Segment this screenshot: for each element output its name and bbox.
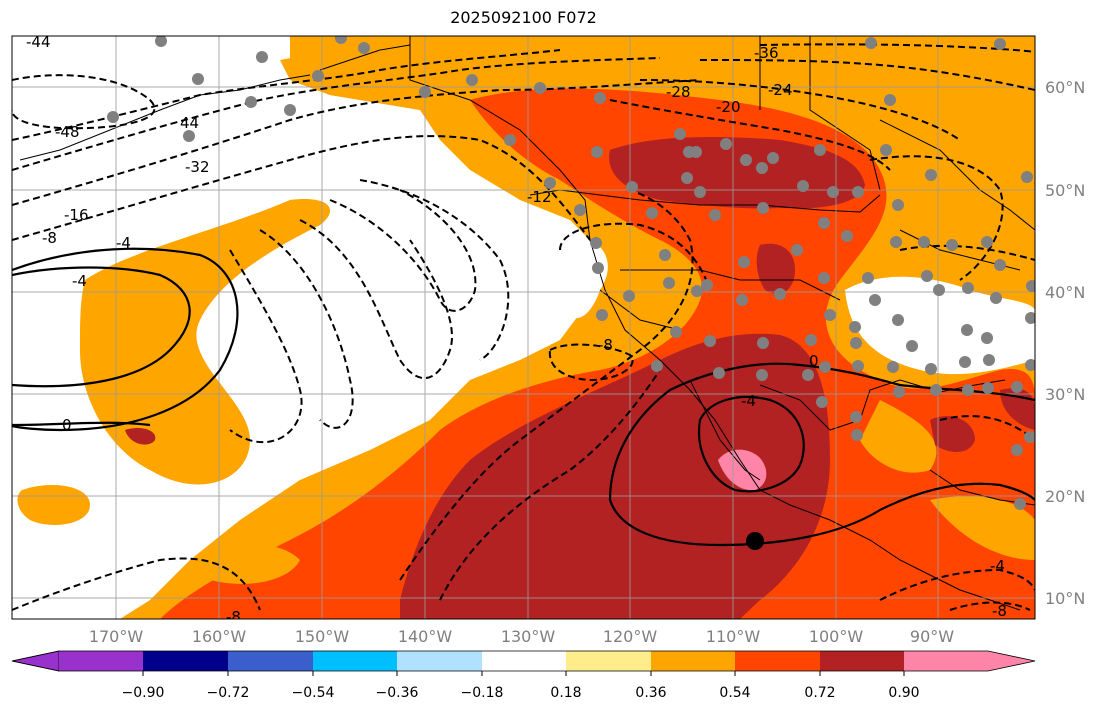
lon-label: 100°W xyxy=(809,627,864,646)
contour-label: -48 xyxy=(55,123,80,141)
shading-orange-inner xyxy=(200,400,1035,584)
lon-label: 90°W xyxy=(910,627,954,646)
map-title: 2025092100 F072 xyxy=(450,8,597,27)
contour-label: -4 xyxy=(990,557,1005,575)
contour-labels: -44 -48 44 -32 -16 -8 -4 -4 -28 -20 -24 … xyxy=(26,33,1007,626)
colorbar-outline xyxy=(11,650,1036,672)
colorbar-tick-label: 0.72 xyxy=(804,685,835,701)
colorbar-swatch-10 xyxy=(904,651,988,671)
colorbar-tick-label: −0.36 xyxy=(376,685,419,701)
storm-center-marker xyxy=(746,532,764,550)
colorbar-swatch-9 xyxy=(820,651,904,671)
lat-label: 60°N xyxy=(1045,78,1085,97)
contour-label: -24 xyxy=(768,81,793,99)
colorbar-swatch-1 xyxy=(143,651,228,671)
latitude-labels: 60°N 50°N 40°N 30°N 20°N 10°N xyxy=(1045,78,1085,608)
colorbar-tick-label: −0.18 xyxy=(461,685,504,701)
lon-label: 110°W xyxy=(706,627,761,646)
colorbar: −0.90 −0.72 −0.54 −0.36 −0.18 0.18 0.36 … xyxy=(11,650,1036,701)
colorbar-swatch-8 xyxy=(735,651,820,671)
colorbar-tick-label: 0.36 xyxy=(635,685,666,701)
colorbar-swatch-0b xyxy=(59,651,143,671)
contour-label: -20 xyxy=(716,98,741,116)
contours-dashed xyxy=(12,43,1035,611)
contour-label: -4 xyxy=(72,272,87,290)
contour-label: -12 xyxy=(527,188,552,206)
lat-label: 50°N xyxy=(1045,181,1085,200)
longitude-labels: 170°W 160°W 150°W 140°W 130°W 120°W 110°… xyxy=(89,627,954,646)
colorbar-tick-label: −0.72 xyxy=(207,685,250,701)
colorbar-swatch-3 xyxy=(313,651,397,671)
contour-label: -8 xyxy=(598,336,613,354)
colorbar-tick-label: 0.18 xyxy=(550,685,581,701)
colorbar-swatch-10b xyxy=(988,651,1035,671)
colorbar-tick-label: 0.54 xyxy=(719,685,750,701)
contour-label: -16 xyxy=(64,206,89,224)
lon-label: 160°W xyxy=(192,627,247,646)
lon-label: 150°W xyxy=(295,627,350,646)
gridlines xyxy=(12,36,1035,619)
contour-label: -32 xyxy=(185,158,210,176)
contour-label: -8 xyxy=(992,602,1007,620)
contour-label: -44 xyxy=(26,33,51,51)
contour-label: -28 xyxy=(666,83,691,101)
map-panel: -44 -48 44 -32 -16 -8 -4 -4 -28 -20 -24 … xyxy=(12,33,1035,626)
contour-label: -4 xyxy=(741,392,756,410)
colorbar-ticks xyxy=(142,671,905,676)
contour-label: -36 xyxy=(754,44,779,62)
colorbar-swatch-0 xyxy=(11,650,60,672)
shading-pink xyxy=(718,449,767,491)
colorbar-swatch-5 xyxy=(482,651,566,671)
lon-label: 140°W xyxy=(398,627,453,646)
contour-label: 44 xyxy=(180,114,199,132)
contours-solid xyxy=(12,247,1035,547)
colorbar-tick-label: −0.54 xyxy=(292,685,335,701)
lon-label: 130°W xyxy=(501,627,556,646)
lon-label: 120°W xyxy=(603,627,658,646)
colorbar-swatch-2 xyxy=(228,651,313,671)
lat-label: 20°N xyxy=(1045,487,1085,506)
contour-label: -4 xyxy=(116,234,131,252)
lat-label: 10°N xyxy=(1045,589,1085,608)
map-frame xyxy=(11,35,1036,620)
lon-label: 170°W xyxy=(89,627,144,646)
lat-label: 30°N xyxy=(1045,385,1085,404)
colorbar-swatch-4 xyxy=(397,651,482,671)
colorbar-swatch-6 xyxy=(566,651,651,671)
contour-label: -8 xyxy=(226,608,241,626)
contour-label: 0 xyxy=(62,416,72,434)
station-markers xyxy=(107,36,1035,510)
colorbar-tick-label: 0.90 xyxy=(888,685,919,701)
colorbar-tick-label: −0.90 xyxy=(122,685,165,701)
colorbar-swatch-7 xyxy=(651,651,735,671)
lat-label: 40°N xyxy=(1045,283,1085,302)
contour-label: 0 xyxy=(809,352,819,370)
contour-label: -8 xyxy=(42,229,57,247)
